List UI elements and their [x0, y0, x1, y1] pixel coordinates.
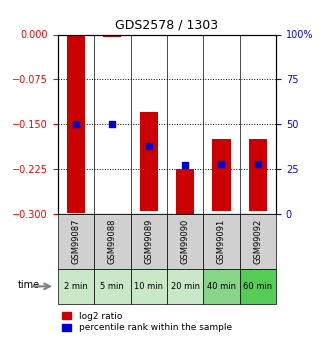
- Title: GDS2578 / 1303: GDS2578 / 1303: [115, 19, 219, 32]
- FancyBboxPatch shape: [131, 214, 167, 269]
- Text: 40 min: 40 min: [207, 282, 236, 291]
- Point: [183, 163, 188, 168]
- Text: 60 min: 60 min: [243, 282, 273, 291]
- FancyBboxPatch shape: [240, 214, 276, 269]
- Text: 5 min: 5 min: [100, 282, 124, 291]
- Bar: [176, 169, 194, 215]
- Bar: [103, 34, 121, 38]
- FancyBboxPatch shape: [240, 269, 276, 304]
- Legend: log2 ratio, percentile rank within the sample: log2 ratio, percentile rank within the s…: [62, 312, 232, 332]
- Bar: [140, 112, 158, 211]
- Bar: [249, 139, 267, 211]
- FancyBboxPatch shape: [203, 269, 240, 304]
- Point: [255, 161, 260, 166]
- Text: GSM99091: GSM99091: [217, 219, 226, 264]
- Text: 10 min: 10 min: [134, 282, 163, 291]
- Point: [146, 143, 151, 148]
- Bar: [67, 34, 85, 213]
- Text: GSM99087: GSM99087: [72, 219, 81, 264]
- FancyBboxPatch shape: [94, 269, 131, 304]
- Text: GSM99092: GSM99092: [253, 219, 262, 264]
- FancyBboxPatch shape: [167, 214, 203, 269]
- FancyBboxPatch shape: [203, 214, 240, 269]
- Point: [110, 121, 115, 127]
- Text: GSM99090: GSM99090: [181, 219, 190, 264]
- Text: 20 min: 20 min: [170, 282, 200, 291]
- Point: [74, 121, 79, 127]
- FancyBboxPatch shape: [131, 269, 167, 304]
- FancyBboxPatch shape: [94, 214, 131, 269]
- Text: GSM99088: GSM99088: [108, 219, 117, 264]
- Point: [219, 161, 224, 166]
- Text: GSM99089: GSM99089: [144, 219, 153, 264]
- FancyBboxPatch shape: [58, 269, 94, 304]
- Bar: [213, 139, 230, 211]
- FancyBboxPatch shape: [58, 214, 94, 269]
- Text: time: time: [17, 280, 39, 289]
- Text: 2 min: 2 min: [64, 282, 88, 291]
- FancyBboxPatch shape: [167, 269, 203, 304]
